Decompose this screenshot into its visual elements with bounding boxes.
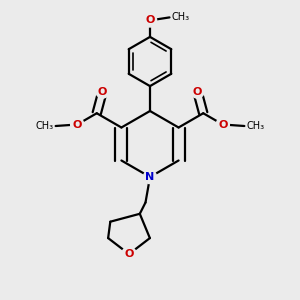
Text: O: O [124, 249, 134, 259]
Circle shape [191, 85, 204, 98]
Circle shape [216, 118, 229, 131]
Text: O: O [193, 86, 202, 97]
Text: CH₃: CH₃ [247, 121, 265, 131]
Circle shape [96, 85, 109, 98]
Circle shape [143, 14, 157, 27]
Text: O: O [98, 86, 107, 97]
Circle shape [71, 118, 84, 131]
Text: CH₃: CH₃ [172, 12, 190, 22]
Text: O: O [218, 119, 227, 130]
Text: O: O [73, 119, 82, 130]
Text: CH₃: CH₃ [35, 121, 53, 131]
Circle shape [122, 247, 136, 261]
Circle shape [143, 170, 157, 184]
Text: O: O [145, 15, 155, 26]
Text: N: N [146, 172, 154, 182]
